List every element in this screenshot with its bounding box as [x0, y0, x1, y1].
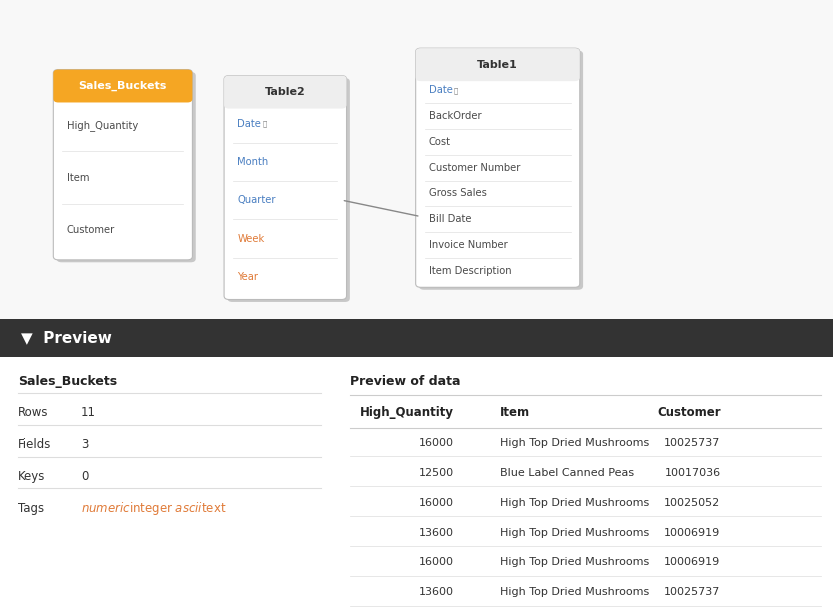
FancyBboxPatch shape [57, 72, 196, 262]
Text: 0: 0 [81, 470, 88, 483]
Text: Week: Week [237, 234, 265, 243]
Text: High Top Dried Mushrooms: High Top Dried Mushrooms [500, 587, 649, 597]
Text: 🔑: 🔑 [262, 121, 267, 127]
Text: Customer: Customer [67, 225, 115, 235]
Text: Gross Sales: Gross Sales [429, 188, 486, 198]
Text: Rows: Rows [18, 406, 49, 420]
Text: 12500: 12500 [419, 468, 454, 478]
Text: 10006919: 10006919 [664, 528, 721, 537]
Text: 13600: 13600 [419, 528, 454, 537]
Text: High Top Dried Mushrooms: High Top Dried Mushrooms [500, 438, 649, 448]
FancyBboxPatch shape [224, 76, 347, 109]
FancyBboxPatch shape [416, 48, 580, 81]
FancyBboxPatch shape [53, 70, 192, 260]
Text: Sales_Buckets: Sales_Buckets [78, 81, 167, 91]
Text: Quarter: Quarter [237, 195, 276, 206]
Bar [0, 319, 833, 357]
FancyBboxPatch shape [53, 70, 192, 102]
Bar [229, 92, 342, 105]
Text: 16000: 16000 [419, 558, 454, 567]
Text: Fields: Fields [18, 438, 52, 451]
Text: Item: Item [67, 173, 89, 182]
Text: Date: Date [237, 119, 262, 129]
Text: Blue Label Canned Peas: Blue Label Canned Peas [500, 468, 634, 478]
Text: 16000: 16000 [419, 438, 454, 448]
FancyBboxPatch shape [224, 76, 347, 300]
Text: 🔑: 🔑 [454, 87, 458, 94]
Text: Bill Date: Bill Date [429, 214, 471, 224]
Text: Date: Date [429, 85, 453, 95]
Text: 3: 3 [81, 438, 88, 451]
FancyBboxPatch shape [419, 51, 583, 290]
Text: High Top Dried Mushrooms: High Top Dried Mushrooms [500, 498, 649, 508]
Text: Tags: Tags [18, 501, 44, 515]
Text: Keys: Keys [18, 470, 46, 483]
Text: Cost: Cost [429, 137, 451, 147]
Text: Invoice Number: Invoice Number [429, 240, 508, 250]
Bar [58, 86, 187, 99]
Text: Sales_Buckets: Sales_Buckets [18, 375, 117, 388]
Text: 10006919: 10006919 [664, 558, 721, 567]
Text: 10025737: 10025737 [664, 587, 721, 597]
Text: High Top Dried Mushrooms: High Top Dried Mushrooms [500, 558, 649, 567]
Bar [0, 0, 833, 319]
Text: 11: 11 [81, 406, 96, 420]
Text: 10025737: 10025737 [664, 438, 721, 448]
Text: Table1: Table1 [477, 60, 518, 70]
Bar [0, 357, 833, 610]
Text: Preview of data: Preview of data [350, 375, 461, 388]
Text: BackOrder: BackOrder [429, 111, 481, 121]
Text: ▼  Preview: ▼ Preview [21, 331, 112, 345]
Text: 10025052: 10025052 [664, 498, 721, 508]
Text: $numeric $integer $ascii $text: $numeric $integer $ascii $text [81, 500, 227, 517]
Text: High Top Dried Mushrooms: High Top Dried Mushrooms [500, 528, 649, 537]
Text: Year: Year [237, 272, 258, 282]
Text: 13600: 13600 [419, 587, 454, 597]
FancyBboxPatch shape [416, 48, 580, 287]
Text: Customer Number: Customer Number [429, 163, 521, 173]
Text: 16000: 16000 [419, 498, 454, 508]
Text: 10017036: 10017036 [665, 468, 721, 478]
Text: Month: Month [237, 157, 269, 167]
Text: High_Quantity: High_Quantity [360, 406, 454, 420]
Text: Table2: Table2 [265, 87, 306, 97]
Text: Customer: Customer [657, 406, 721, 420]
Text: Item Description: Item Description [429, 266, 511, 276]
FancyBboxPatch shape [227, 78, 350, 302]
Text: High_Quantity: High_Quantity [67, 120, 138, 131]
Bar [421, 65, 575, 77]
Text: Item: Item [500, 406, 530, 420]
